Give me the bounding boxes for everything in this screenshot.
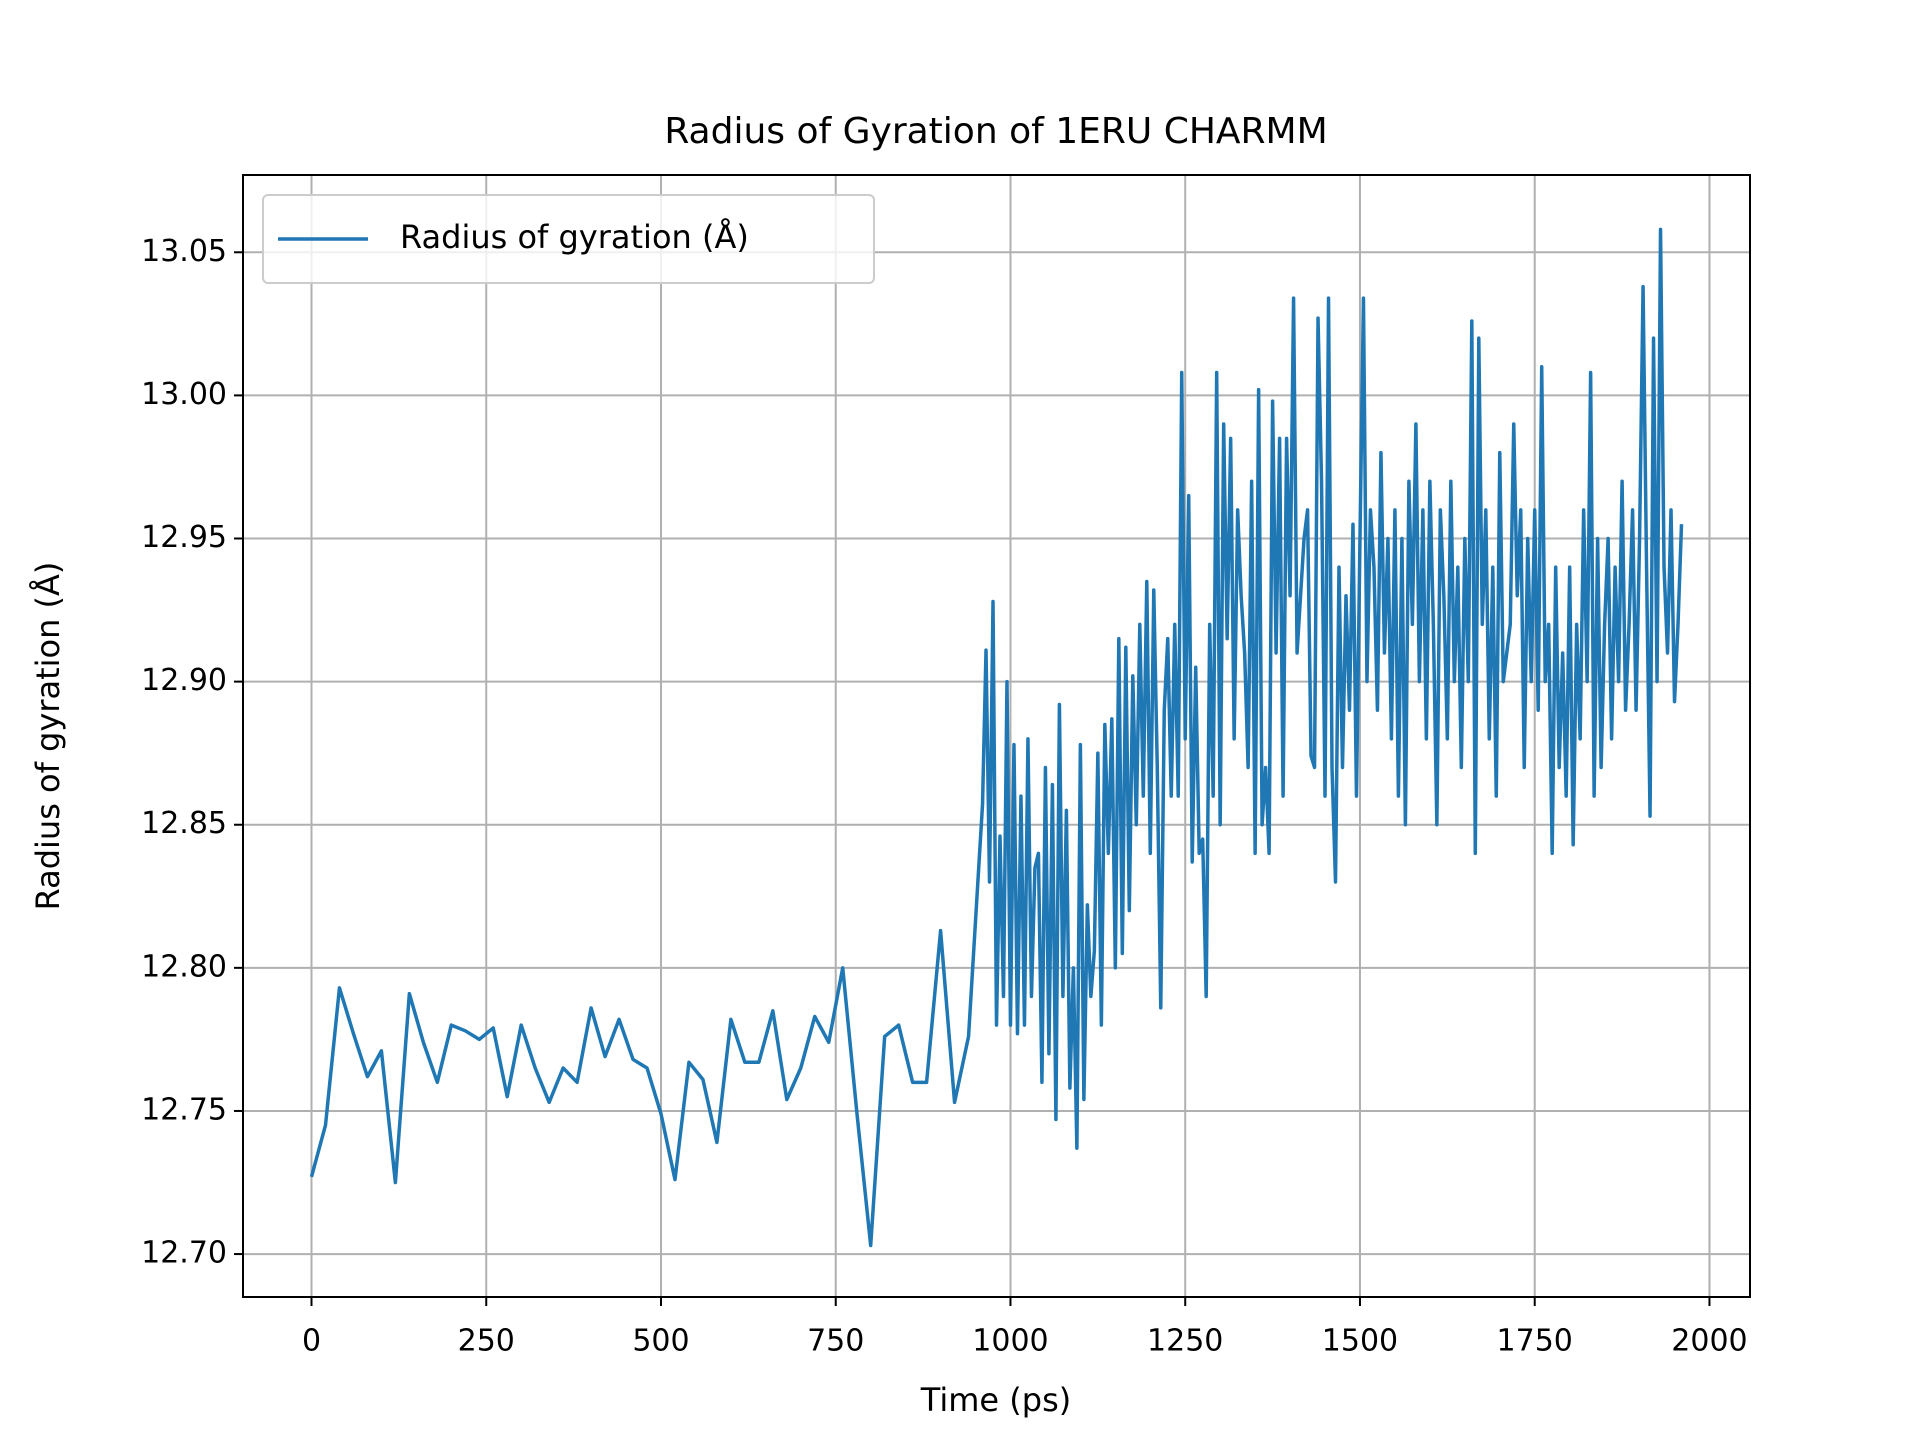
chart-title: Radius of Gyration of 1ERU CHARMM: [664, 111, 1327, 152]
data-line: [309, 227, 1684, 1248]
x-tick-label: 1750: [1497, 1324, 1573, 1359]
y-axis-label: Radius of gyration (Å): [29, 562, 67, 911]
x-tick-label: 0: [302, 1324, 321, 1359]
y-tick-label: 12.80: [141, 949, 227, 984]
y-tick-label: 12.90: [141, 663, 227, 698]
x-tick-label: 2000: [1671, 1324, 1747, 1359]
x-axis-label: Time (ps): [920, 1381, 1071, 1419]
y-tick-label: 12.95: [141, 520, 227, 555]
y-tick-label: 13.05: [141, 234, 227, 269]
x-tick-label: 250: [458, 1324, 515, 1359]
x-tick-label: 1250: [1147, 1324, 1223, 1359]
legend-label: Radius of gyration (Å): [400, 218, 749, 256]
x-tick-label: 500: [632, 1324, 689, 1359]
x-tick-label: 1000: [972, 1324, 1048, 1359]
axes-frame: [242, 174, 1751, 1298]
y-tick-label: 12.70: [141, 1236, 227, 1271]
y-tick-label: 13.00: [141, 377, 227, 412]
y-tick-label: 12.75: [141, 1092, 227, 1127]
x-tick-label: 1500: [1322, 1324, 1398, 1359]
legend-box: [262, 194, 875, 284]
x-tick-label: 750: [807, 1324, 864, 1359]
y-tick-label: 12.85: [141, 806, 227, 841]
